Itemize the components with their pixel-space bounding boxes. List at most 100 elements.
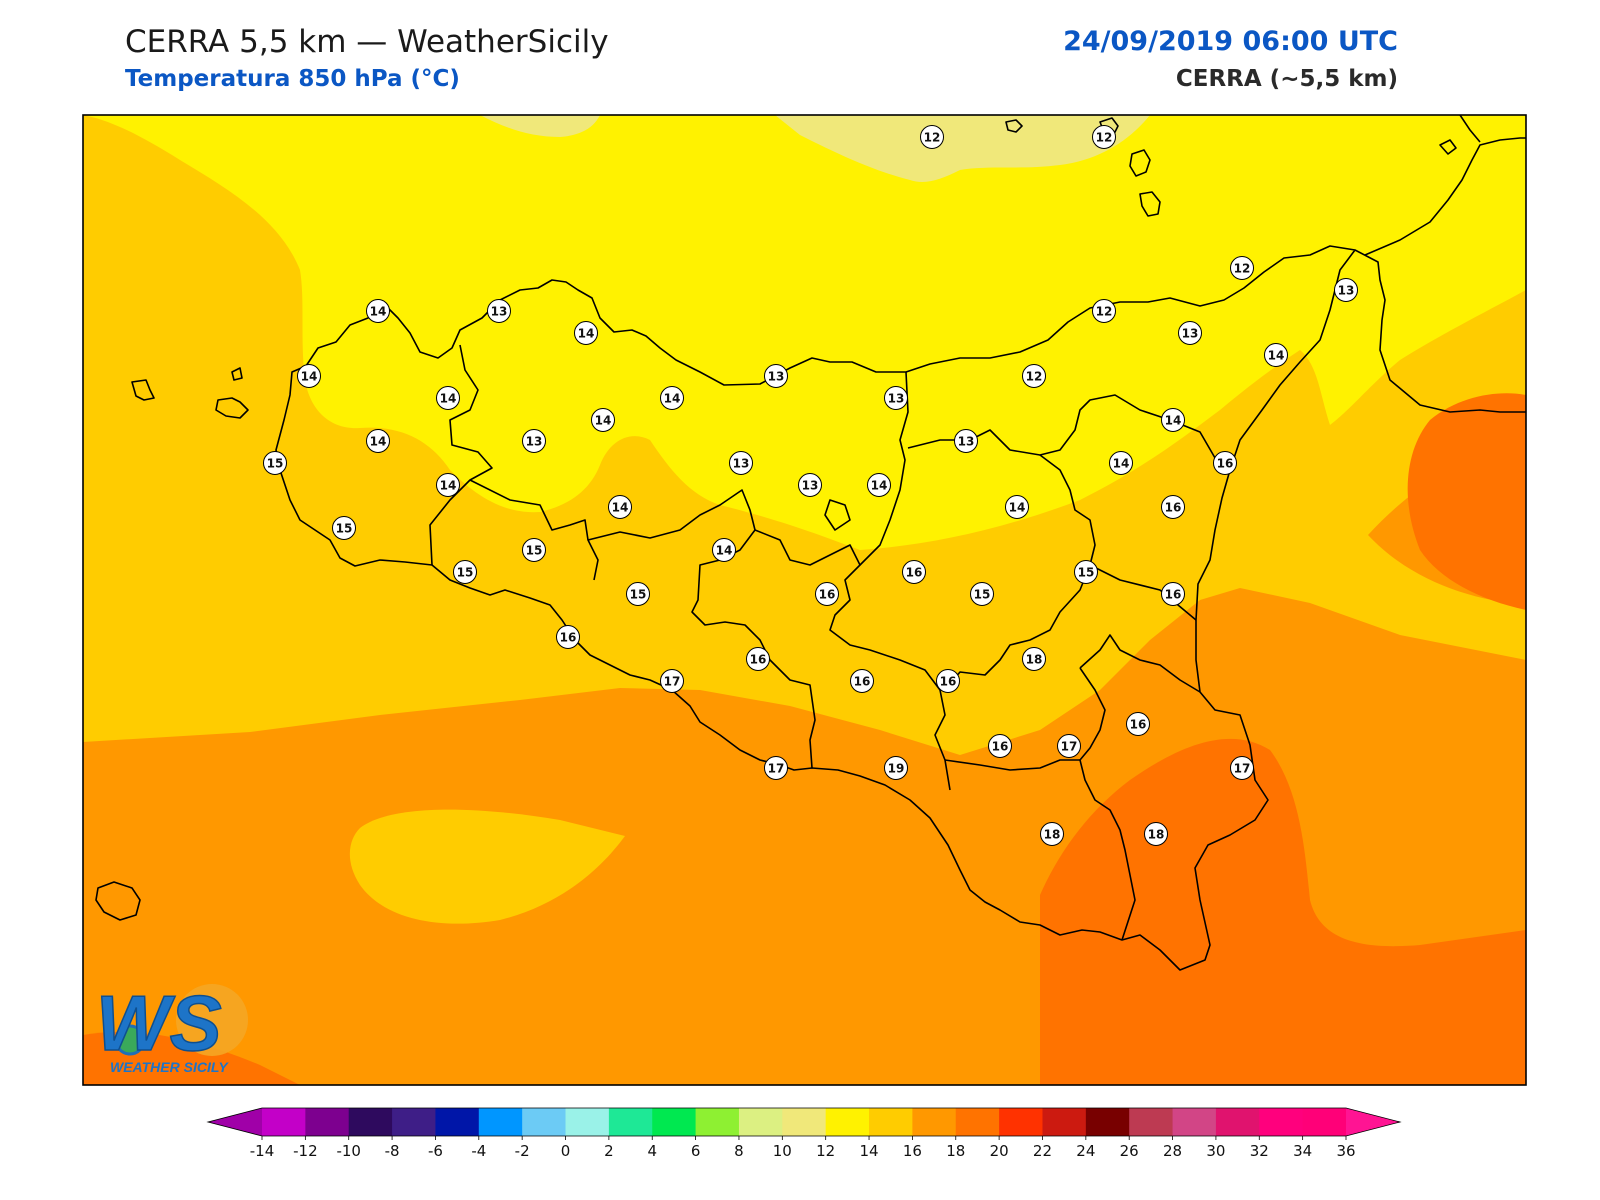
province-border-1 bbox=[429, 344, 493, 566]
station-marker: 12 bbox=[1022, 364, 1046, 388]
station-marker: 15 bbox=[263, 451, 287, 475]
station-value: 14 bbox=[1009, 501, 1026, 515]
station-marker: 14 bbox=[366, 299, 390, 323]
colorbar-tick-label: 12 bbox=[816, 1142, 835, 1160]
station-marker: 13 bbox=[729, 451, 753, 475]
station-value: 16 bbox=[560, 631, 577, 645]
colorbar-segment bbox=[738, 1108, 783, 1136]
colorbar-tick-label: 24 bbox=[1076, 1142, 1095, 1160]
station-value: 14 bbox=[370, 435, 387, 449]
egadi-island-1 bbox=[131, 379, 155, 401]
egadi-island-2 bbox=[215, 397, 249, 419]
station-marker-circle bbox=[436, 386, 460, 410]
station-marker-circle bbox=[263, 451, 287, 475]
stromboli-island bbox=[1439, 139, 1457, 155]
egadi-island-3 bbox=[231, 367, 243, 381]
station-value: 15 bbox=[630, 588, 647, 602]
pantelleria-island bbox=[95, 881, 141, 921]
province-border-2 bbox=[469, 479, 599, 581]
map-subtitle: Temperatura 850 hPa (°C) bbox=[125, 66, 460, 92]
station-marker-circle bbox=[453, 560, 477, 584]
province-border-12 bbox=[824, 499, 851, 531]
colorbar-tick-label: 36 bbox=[1336, 1142, 1355, 1160]
station-marker: 18 bbox=[1040, 822, 1064, 846]
province-border-4 bbox=[754, 529, 951, 791]
colorbar-segment bbox=[1085, 1108, 1130, 1136]
station-marker-circle bbox=[660, 386, 684, 410]
colorbar-under-arrow bbox=[208, 1108, 262, 1136]
station-value: 14 bbox=[1113, 457, 1130, 471]
station-value: 17 bbox=[1061, 740, 1078, 754]
colorbar-tick-label: 18 bbox=[946, 1142, 965, 1160]
colorbar-tick-label: -2 bbox=[515, 1142, 530, 1160]
colorbar-tick-label: 32 bbox=[1250, 1142, 1269, 1160]
station-marker: 16 bbox=[936, 669, 960, 693]
colorbar-segment bbox=[695, 1108, 740, 1136]
station-marker-circle bbox=[574, 321, 598, 345]
station-marker-circle bbox=[988, 734, 1012, 758]
station-value: 13 bbox=[491, 305, 508, 319]
colorbar-tick-label: 10 bbox=[773, 1142, 792, 1160]
station-marker-circle bbox=[712, 538, 736, 562]
colorbar-segment bbox=[305, 1108, 350, 1136]
station-marker: 14 bbox=[1161, 408, 1185, 432]
station-value: 16 bbox=[750, 653, 767, 667]
station-value: 15 bbox=[267, 457, 284, 471]
station-marker: 14 bbox=[436, 473, 460, 497]
station-marker-circle bbox=[850, 669, 874, 693]
station-marker: 13 bbox=[1178, 321, 1202, 345]
station-marker-circle bbox=[867, 473, 891, 497]
station-marker: 14 bbox=[712, 538, 736, 562]
colorbar-segment bbox=[782, 1108, 827, 1136]
temp-band-10-12-west bbox=[480, 115, 600, 137]
colorbar-tick-label: 20 bbox=[990, 1142, 1009, 1160]
province-border-9 bbox=[1079, 634, 1201, 693]
station-value: 13 bbox=[888, 392, 905, 406]
colorbar-tick-label: 16 bbox=[903, 1142, 922, 1160]
station-marker-circle bbox=[798, 473, 822, 497]
station-marker-circle bbox=[522, 429, 546, 453]
station-marker-circle bbox=[1092, 299, 1116, 323]
colorbar-tick-label: 28 bbox=[1163, 1142, 1182, 1160]
station-marker: 14 bbox=[436, 386, 460, 410]
colorbar-tick-label: -10 bbox=[336, 1142, 361, 1160]
colorbar-segment bbox=[652, 1108, 697, 1136]
station-marker: 13 bbox=[764, 364, 788, 388]
province-border-7 bbox=[944, 454, 1096, 691]
station-marker-circle bbox=[884, 386, 908, 410]
station-value: 13 bbox=[802, 479, 819, 493]
station-marker-circle bbox=[626, 582, 650, 606]
station-marker-circle bbox=[902, 560, 926, 584]
colorbar-segment bbox=[478, 1108, 523, 1136]
logo-sun-icon bbox=[176, 984, 248, 1056]
sicily-coastline bbox=[275, 245, 1356, 971]
colorbar-tick-label: 4 bbox=[647, 1142, 657, 1160]
logo-globe-icon bbox=[114, 1024, 146, 1056]
model-label: CERRA (~5,5 km) bbox=[1175, 66, 1398, 92]
station-value: 16 bbox=[940, 675, 957, 689]
station-value: 12 bbox=[1096, 305, 1113, 319]
station-value: 13 bbox=[1182, 327, 1199, 341]
station-marker-circle bbox=[556, 625, 580, 649]
station-markers: 12 12 12 13 12 13 14 14 13 14 14 14 14 13 12 13 14 13 14 15… bbox=[263, 125, 1358, 846]
colorbar-tick-label: 22 bbox=[1033, 1142, 1052, 1160]
station-marker-circle bbox=[1178, 321, 1202, 345]
colorbar-segment bbox=[348, 1108, 393, 1136]
station-value: 16 bbox=[819, 588, 836, 602]
station-marker-circle bbox=[297, 364, 321, 388]
station-marker: 16 bbox=[1161, 582, 1185, 606]
station-value: 14 bbox=[440, 479, 457, 493]
station-value: 15 bbox=[336, 522, 353, 536]
station-value: 12 bbox=[924, 131, 941, 145]
station-marker: 13 bbox=[954, 429, 978, 453]
station-marker: 13 bbox=[798, 473, 822, 497]
station-value: 14 bbox=[578, 327, 595, 341]
station-marker-circle bbox=[591, 408, 615, 432]
station-marker-circle bbox=[764, 756, 788, 780]
station-marker: 14 bbox=[1264, 343, 1288, 367]
station-value: 14 bbox=[871, 479, 888, 493]
station-value: 16 bbox=[1165, 501, 1182, 515]
temp-band-12-14 bbox=[83, 115, 1526, 550]
station-value: 14 bbox=[1165, 414, 1182, 428]
